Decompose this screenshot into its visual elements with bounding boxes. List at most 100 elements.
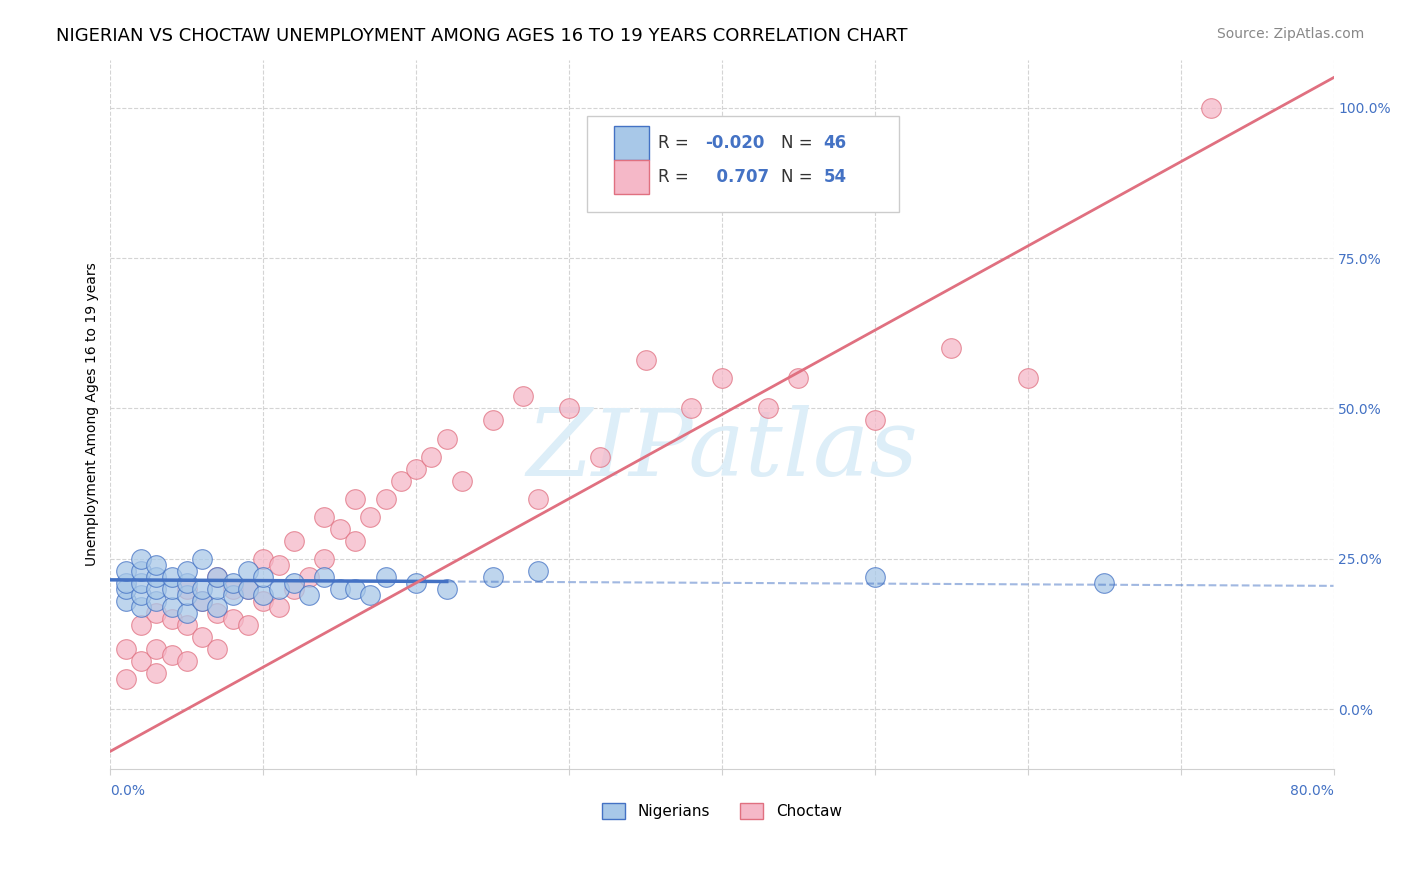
Point xyxy=(176,618,198,632)
Point xyxy=(436,432,458,446)
Point xyxy=(267,558,290,572)
Point xyxy=(191,630,214,644)
Point xyxy=(298,588,321,602)
Text: ZIPatlas: ZIPatlas xyxy=(526,405,918,495)
Point xyxy=(207,570,229,584)
Point xyxy=(176,564,198,578)
Point xyxy=(207,606,229,620)
Point xyxy=(114,642,136,657)
Point xyxy=(191,551,214,566)
Point xyxy=(1092,575,1115,590)
Point xyxy=(160,599,183,614)
Point xyxy=(207,642,229,657)
Text: 0.0%: 0.0% xyxy=(111,784,145,798)
Point xyxy=(681,401,703,416)
Point xyxy=(267,599,290,614)
Point xyxy=(160,648,183,662)
Point xyxy=(207,570,229,584)
Point xyxy=(114,575,136,590)
Point xyxy=(863,570,886,584)
Point xyxy=(344,533,367,548)
Point xyxy=(941,341,963,355)
Point xyxy=(207,582,229,596)
Point xyxy=(176,654,198,668)
Point xyxy=(389,474,412,488)
FancyBboxPatch shape xyxy=(614,160,648,194)
Point xyxy=(481,413,503,427)
Point xyxy=(787,371,810,385)
Point xyxy=(191,594,214,608)
Y-axis label: Unemployment Among Ages 16 to 19 years: Unemployment Among Ages 16 to 19 years xyxy=(86,262,100,566)
Point xyxy=(283,533,305,548)
Point xyxy=(114,564,136,578)
Point xyxy=(298,570,321,584)
Point xyxy=(191,582,214,596)
Point xyxy=(145,642,167,657)
Point xyxy=(191,594,214,608)
Point xyxy=(160,582,183,596)
Point xyxy=(114,594,136,608)
Point xyxy=(236,582,259,596)
Point xyxy=(588,450,610,464)
Point xyxy=(252,551,274,566)
Point xyxy=(176,582,198,596)
Point xyxy=(129,654,152,668)
Point xyxy=(374,570,396,584)
Point xyxy=(1199,101,1222,115)
Point xyxy=(314,570,336,584)
Text: R =: R = xyxy=(658,135,695,153)
Text: 0.707: 0.707 xyxy=(704,168,769,186)
Text: 80.0%: 80.0% xyxy=(1289,784,1333,798)
Text: Source: ZipAtlas.com: Source: ZipAtlas.com xyxy=(1216,27,1364,41)
Point xyxy=(129,599,152,614)
Point xyxy=(481,570,503,584)
Text: R =: R = xyxy=(658,168,695,186)
Point xyxy=(329,522,352,536)
Point xyxy=(329,582,352,596)
Point xyxy=(176,575,198,590)
Point xyxy=(160,570,183,584)
Point xyxy=(114,582,136,596)
Point xyxy=(145,558,167,572)
Point xyxy=(512,389,534,403)
Point xyxy=(314,509,336,524)
Point xyxy=(863,413,886,427)
Legend: Nigerians, Choctaw: Nigerians, Choctaw xyxy=(596,797,848,825)
Point xyxy=(129,618,152,632)
Point xyxy=(145,570,167,584)
Point xyxy=(176,606,198,620)
Point xyxy=(129,564,152,578)
Point xyxy=(344,582,367,596)
Point xyxy=(207,599,229,614)
Point xyxy=(359,588,381,602)
Point xyxy=(420,450,443,464)
Point xyxy=(405,575,427,590)
Point xyxy=(436,582,458,596)
Text: -0.020: -0.020 xyxy=(704,135,765,153)
Point xyxy=(1017,371,1039,385)
Point xyxy=(145,606,167,620)
Point xyxy=(114,672,136,686)
Point xyxy=(222,582,245,596)
Point xyxy=(145,594,167,608)
Text: 46: 46 xyxy=(824,135,846,153)
Point xyxy=(222,575,245,590)
Point xyxy=(527,491,550,506)
Point xyxy=(267,582,290,596)
Point xyxy=(129,588,152,602)
Point xyxy=(359,509,381,524)
FancyBboxPatch shape xyxy=(588,116,900,212)
Point xyxy=(252,594,274,608)
Text: 54: 54 xyxy=(824,168,846,186)
Point xyxy=(176,588,198,602)
Text: NIGERIAN VS CHOCTAW UNEMPLOYMENT AMONG AGES 16 TO 19 YEARS CORRELATION CHART: NIGERIAN VS CHOCTAW UNEMPLOYMENT AMONG A… xyxy=(56,27,908,45)
Point xyxy=(634,353,657,368)
FancyBboxPatch shape xyxy=(614,127,648,161)
Point xyxy=(451,474,474,488)
Point xyxy=(129,575,152,590)
Point xyxy=(374,491,396,506)
Point xyxy=(236,582,259,596)
Point xyxy=(252,588,274,602)
Point xyxy=(236,618,259,632)
Text: N =: N = xyxy=(780,135,817,153)
